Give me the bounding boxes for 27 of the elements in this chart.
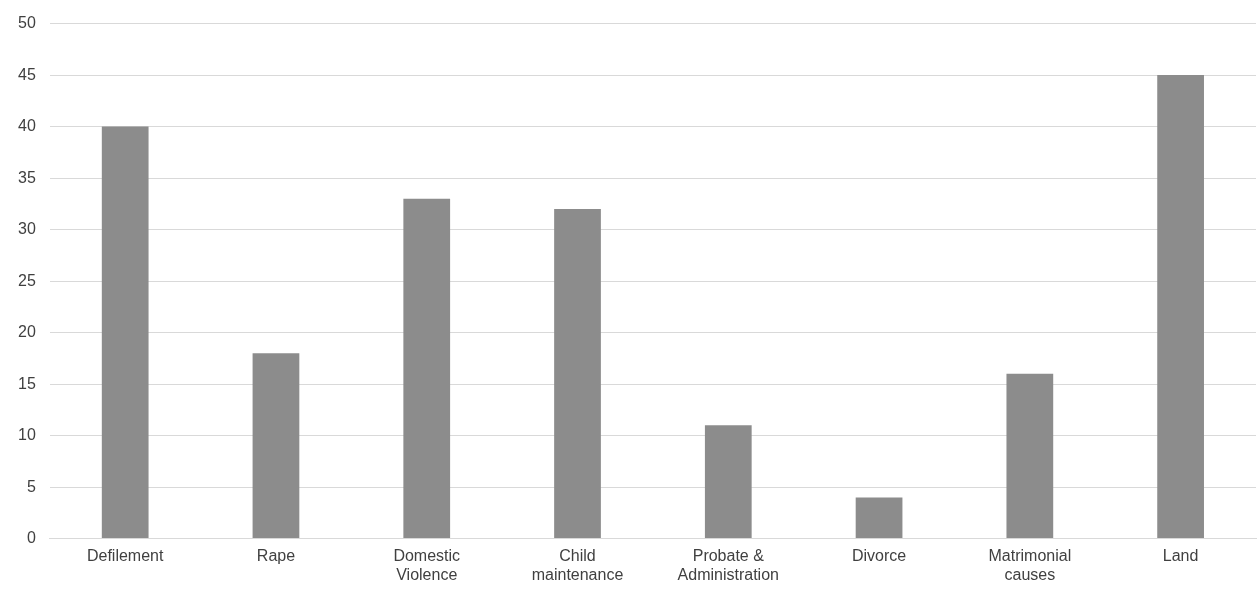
x-tick-label: Child maintenance [531, 546, 624, 583]
x-tick-label: Defilement [86, 546, 164, 564]
y-tick-label: 30 [18, 220, 36, 238]
bar [704, 425, 752, 539]
bar [1006, 373, 1054, 539]
bar [1157, 75, 1204, 539]
bar [554, 209, 601, 539]
y-tick-label: 50 [18, 14, 36, 32]
x-tick-label: Land [1162, 546, 1199, 564]
y-tick-label: 10 [18, 426, 36, 444]
y-tick-label: 35 [18, 168, 36, 186]
y-tick-label: 40 [18, 117, 36, 135]
x-tick-label: Divorce [851, 546, 907, 564]
y-tick-label: 45 [18, 65, 36, 83]
bar [855, 497, 903, 539]
x-tick-label: Domestic Violence [393, 546, 461, 583]
y-tick-label: 20 [18, 323, 36, 341]
x-tick-label: Probate & Administration [677, 546, 779, 583]
y-tick-label: 0 [26, 529, 36, 547]
y-tick-label: 5 [26, 477, 36, 495]
bar [252, 353, 300, 539]
bar [101, 126, 149, 539]
y-tick-label: 25 [18, 271, 36, 289]
x-tick-label: Matrimonial causes [988, 546, 1072, 583]
x-tick-label: Rape [256, 546, 296, 564]
y-tick-label: 15 [18, 374, 36, 392]
bar [403, 198, 451, 539]
